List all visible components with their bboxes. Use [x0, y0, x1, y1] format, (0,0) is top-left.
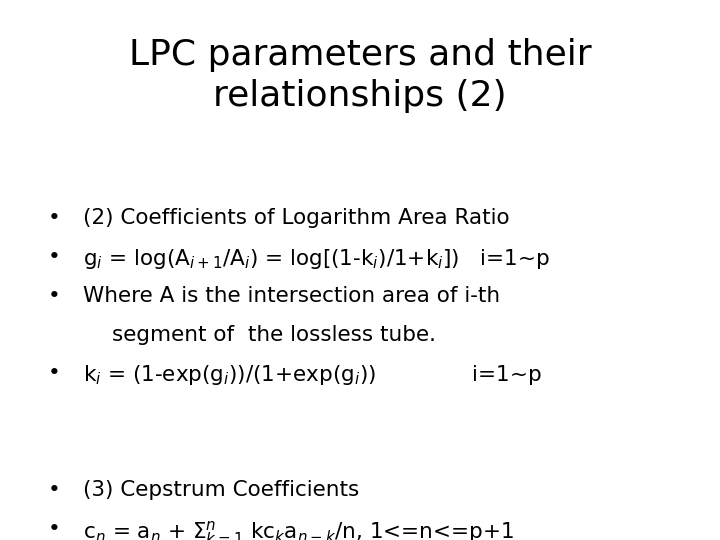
Text: k$_i$ = (1-exp(g$_i$))/(1+exp(g$_i$))              i=1~p: k$_i$ = (1-exp(g$_i$))/(1+exp(g$_i$)) i=… [83, 363, 541, 387]
Text: •: • [48, 363, 60, 383]
Text: •: • [48, 247, 60, 267]
Text: (2) Coefficients of Logarithm Area Ratio: (2) Coefficients of Logarithm Area Ratio [83, 208, 510, 228]
Text: •: • [48, 480, 60, 500]
Text: •: • [48, 519, 60, 539]
Text: Where A is the intersection area of i-th: Where A is the intersection area of i-th [83, 286, 500, 306]
Text: c$_n$ = a$_n$ + Σ$_{k=1}^{n}$ kc$_k$a$_{n-k}$/n, 1<=n<=p+1: c$_n$ = a$_n$ + Σ$_{k=1}^{n}$ kc$_k$a$_{… [83, 519, 513, 540]
Text: segment of  the lossless tube.: segment of the lossless tube. [112, 325, 436, 345]
Text: •: • [48, 208, 60, 228]
Text: g$_i$ = log(A$_{i+1}$/A$_i$) = log[(1-k$_i$)/1+k$_i$])   i=1~p: g$_i$ = log(A$_{i+1}$/A$_i$) = log[(1-k$… [83, 247, 550, 271]
Text: (3) Cepstrum Coefficients: (3) Cepstrum Coefficients [83, 480, 359, 500]
Text: •: • [48, 286, 60, 306]
Text: LPC parameters and their
relationships (2): LPC parameters and their relationships (… [129, 38, 591, 112]
